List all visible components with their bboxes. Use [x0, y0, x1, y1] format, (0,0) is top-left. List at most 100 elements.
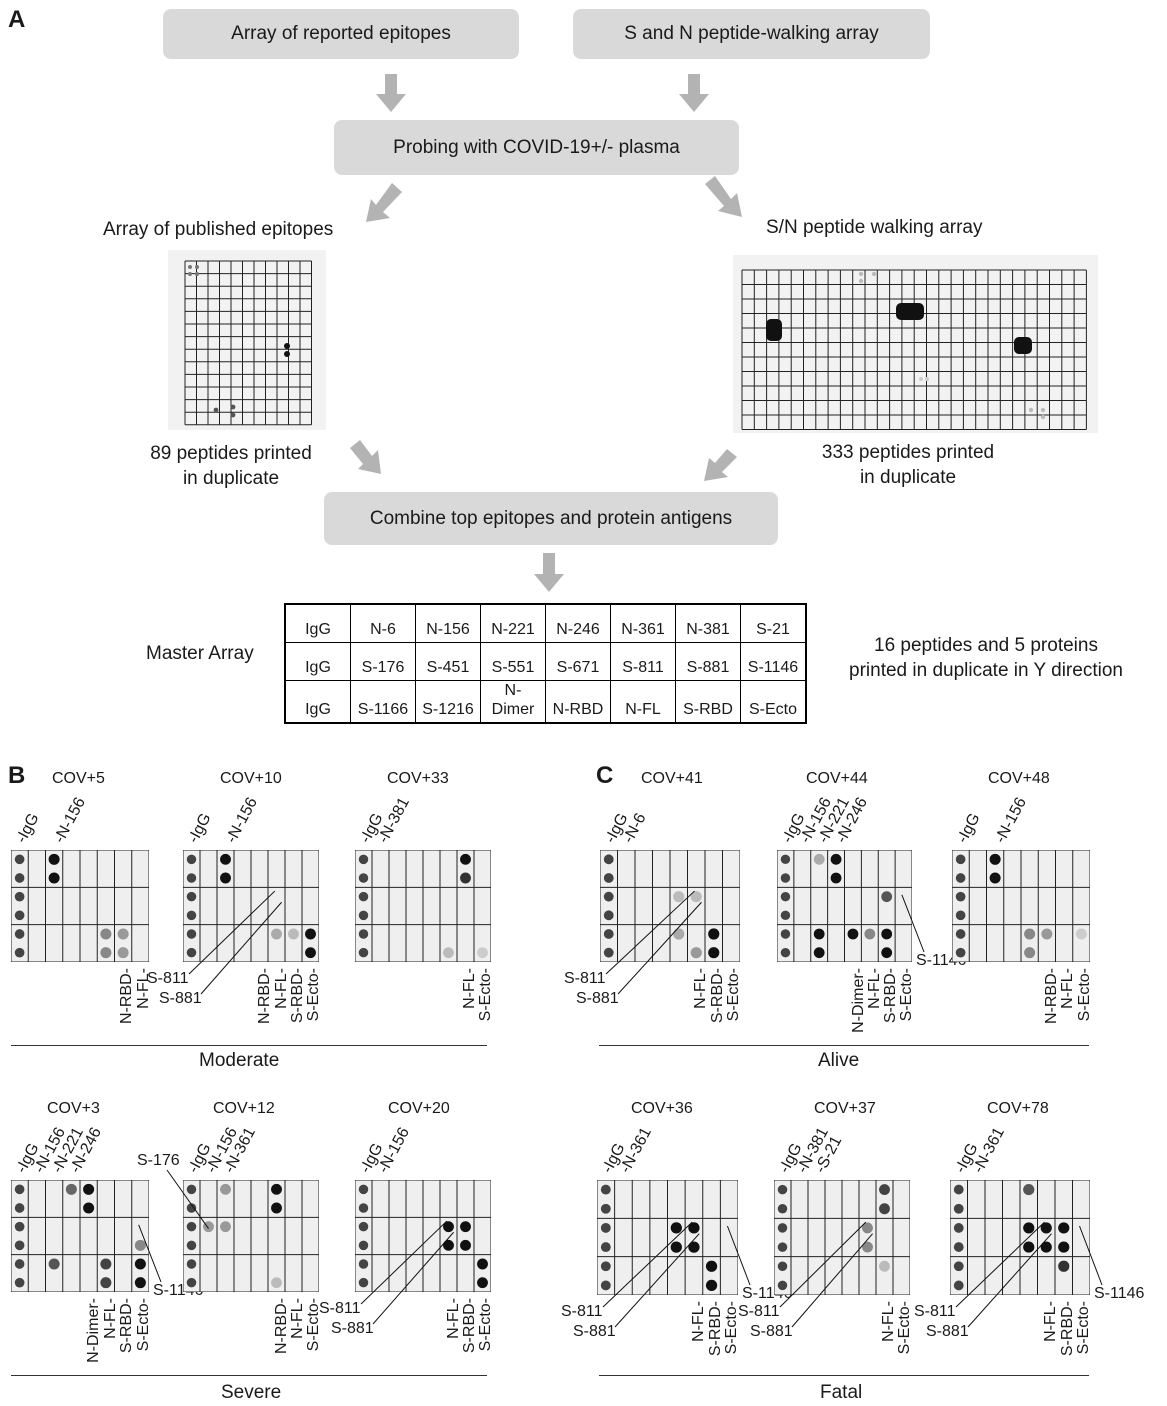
spot	[48, 853, 60, 865]
arrow-diag-left	[366, 183, 402, 222]
spot	[48, 1258, 60, 1270]
spot	[14, 891, 25, 902]
blot-top-label: -N-156	[992, 794, 1030, 846]
blot-membrane	[355, 850, 491, 962]
spot	[186, 947, 197, 958]
spot	[777, 1203, 788, 1214]
blot-title: COV+37	[814, 1100, 876, 1117]
blot-membrane	[952, 850, 1090, 962]
spot	[220, 853, 231, 865]
fatal-divider	[599, 1375, 1089, 1376]
master-cell: S-1216	[415, 680, 481, 724]
spot	[705, 1260, 718, 1272]
blot-bottom-label: N-Dimer-	[85, 1298, 103, 1363]
group-alive: Alive	[818, 1050, 860, 1071]
blot-title: COV+36	[631, 1100, 693, 1117]
spot	[777, 1261, 788, 1272]
spot	[1023, 1222, 1035, 1234]
published-caption-line1: 89 peptides printed	[150, 443, 312, 464]
blot-bottom-label: N-FL-	[692, 968, 710, 1009]
master-cell: S-671	[545, 642, 611, 681]
spot	[477, 1258, 488, 1270]
spot	[813, 947, 825, 959]
master-cell: IgG	[284, 680, 351, 724]
blot-callout: S-811	[738, 1303, 780, 1320]
sn-walking-grid	[733, 255, 1098, 433]
master-cell: S-551	[480, 642, 546, 681]
spot	[603, 854, 614, 865]
spot	[288, 928, 299, 940]
master-cell: N-361	[610, 603, 676, 643]
spot	[777, 1280, 788, 1291]
spot	[14, 1259, 25, 1269]
blot-callout: S-811	[319, 1300, 361, 1317]
published-caption: 89 peptides printed in duplicate	[148, 441, 314, 491]
spot	[953, 1203, 964, 1214]
master-row: IgG N-6 N-156 N-221 N-246 N-361 N-381 S-21	[284, 603, 807, 643]
blot-bottom-label: S-Ecto-	[134, 1298, 152, 1352]
blot-bottom-label: S-Ecto-	[1075, 968, 1093, 1022]
blot-membrane	[183, 1180, 319, 1292]
group-moderate: Moderate	[199, 1050, 280, 1071]
combine-box: Combine top epitopes and protein antigen…	[324, 492, 778, 545]
spot	[134, 1239, 146, 1251]
spot	[186, 1221, 197, 1232]
spot	[14, 910, 25, 921]
spot	[14, 873, 25, 883]
master-array-table: IgG N-6 N-156 N-221 N-246 N-361 N-381 S-21 IgG S-…	[284, 603, 807, 724]
spot	[879, 1184, 890, 1196]
spot	[460, 872, 471, 884]
group-severe: Severe	[221, 1382, 282, 1403]
spot	[1058, 1222, 1070, 1234]
spot	[777, 1242, 788, 1252]
spot	[881, 947, 893, 959]
spot	[600, 1261, 611, 1272]
spot	[186, 910, 197, 921]
blot-bottom-label: N-FL-	[288, 1298, 306, 1339]
spot	[358, 1221, 369, 1232]
blot-title: COV+3	[47, 1100, 100, 1117]
spot	[195, 272, 199, 276]
flow-arrows	[350, 74, 742, 592]
spot	[953, 1261, 964, 1272]
blot-bottom-label: S-Ecto-	[1075, 1301, 1093, 1355]
blot-bottom-label: S-Ecto-	[476, 968, 494, 1022]
master-cell: IgG	[284, 642, 351, 681]
master-cell: S-451	[415, 642, 481, 681]
spot	[48, 872, 60, 884]
spot	[673, 891, 685, 903]
spot	[460, 1239, 471, 1251]
spot	[953, 1242, 964, 1252]
published-epitopes-grid	[168, 250, 326, 430]
blot-membrane	[11, 850, 149, 962]
spot	[780, 891, 791, 902]
blot-bottom-label: N-FL-	[879, 1301, 897, 1342]
spot	[955, 873, 966, 883]
blot-title: COV+20	[388, 1100, 450, 1117]
spot	[813, 928, 825, 940]
spot	[100, 928, 112, 940]
blot-bottom-label: S-RBD-	[288, 968, 306, 1024]
master-cell: N-381	[675, 603, 741, 643]
blot-title: COV+41	[641, 770, 703, 787]
blot-bottom-label: N-FL-	[272, 968, 290, 1009]
spot	[780, 873, 791, 883]
severe-divider	[11, 1375, 487, 1376]
spot	[443, 1221, 454, 1233]
spot	[1040, 1241, 1052, 1253]
blot-top-label: -N-156	[223, 794, 261, 846]
spot	[925, 377, 929, 381]
spot	[14, 1184, 25, 1195]
spot	[603, 873, 614, 883]
blot-membrane	[777, 850, 912, 962]
spot	[600, 1280, 611, 1291]
sn-caption-line1: 333 peptides printed	[821, 442, 995, 463]
spot	[460, 853, 471, 865]
panel-letter-b: B	[8, 762, 26, 789]
blot-top-label: -IgG	[954, 810, 984, 846]
spot	[600, 1203, 611, 1214]
blot-bottom-label: S-RBD-	[706, 1301, 724, 1357]
spot	[14, 1240, 25, 1251]
blot-membrane	[11, 1180, 149, 1292]
